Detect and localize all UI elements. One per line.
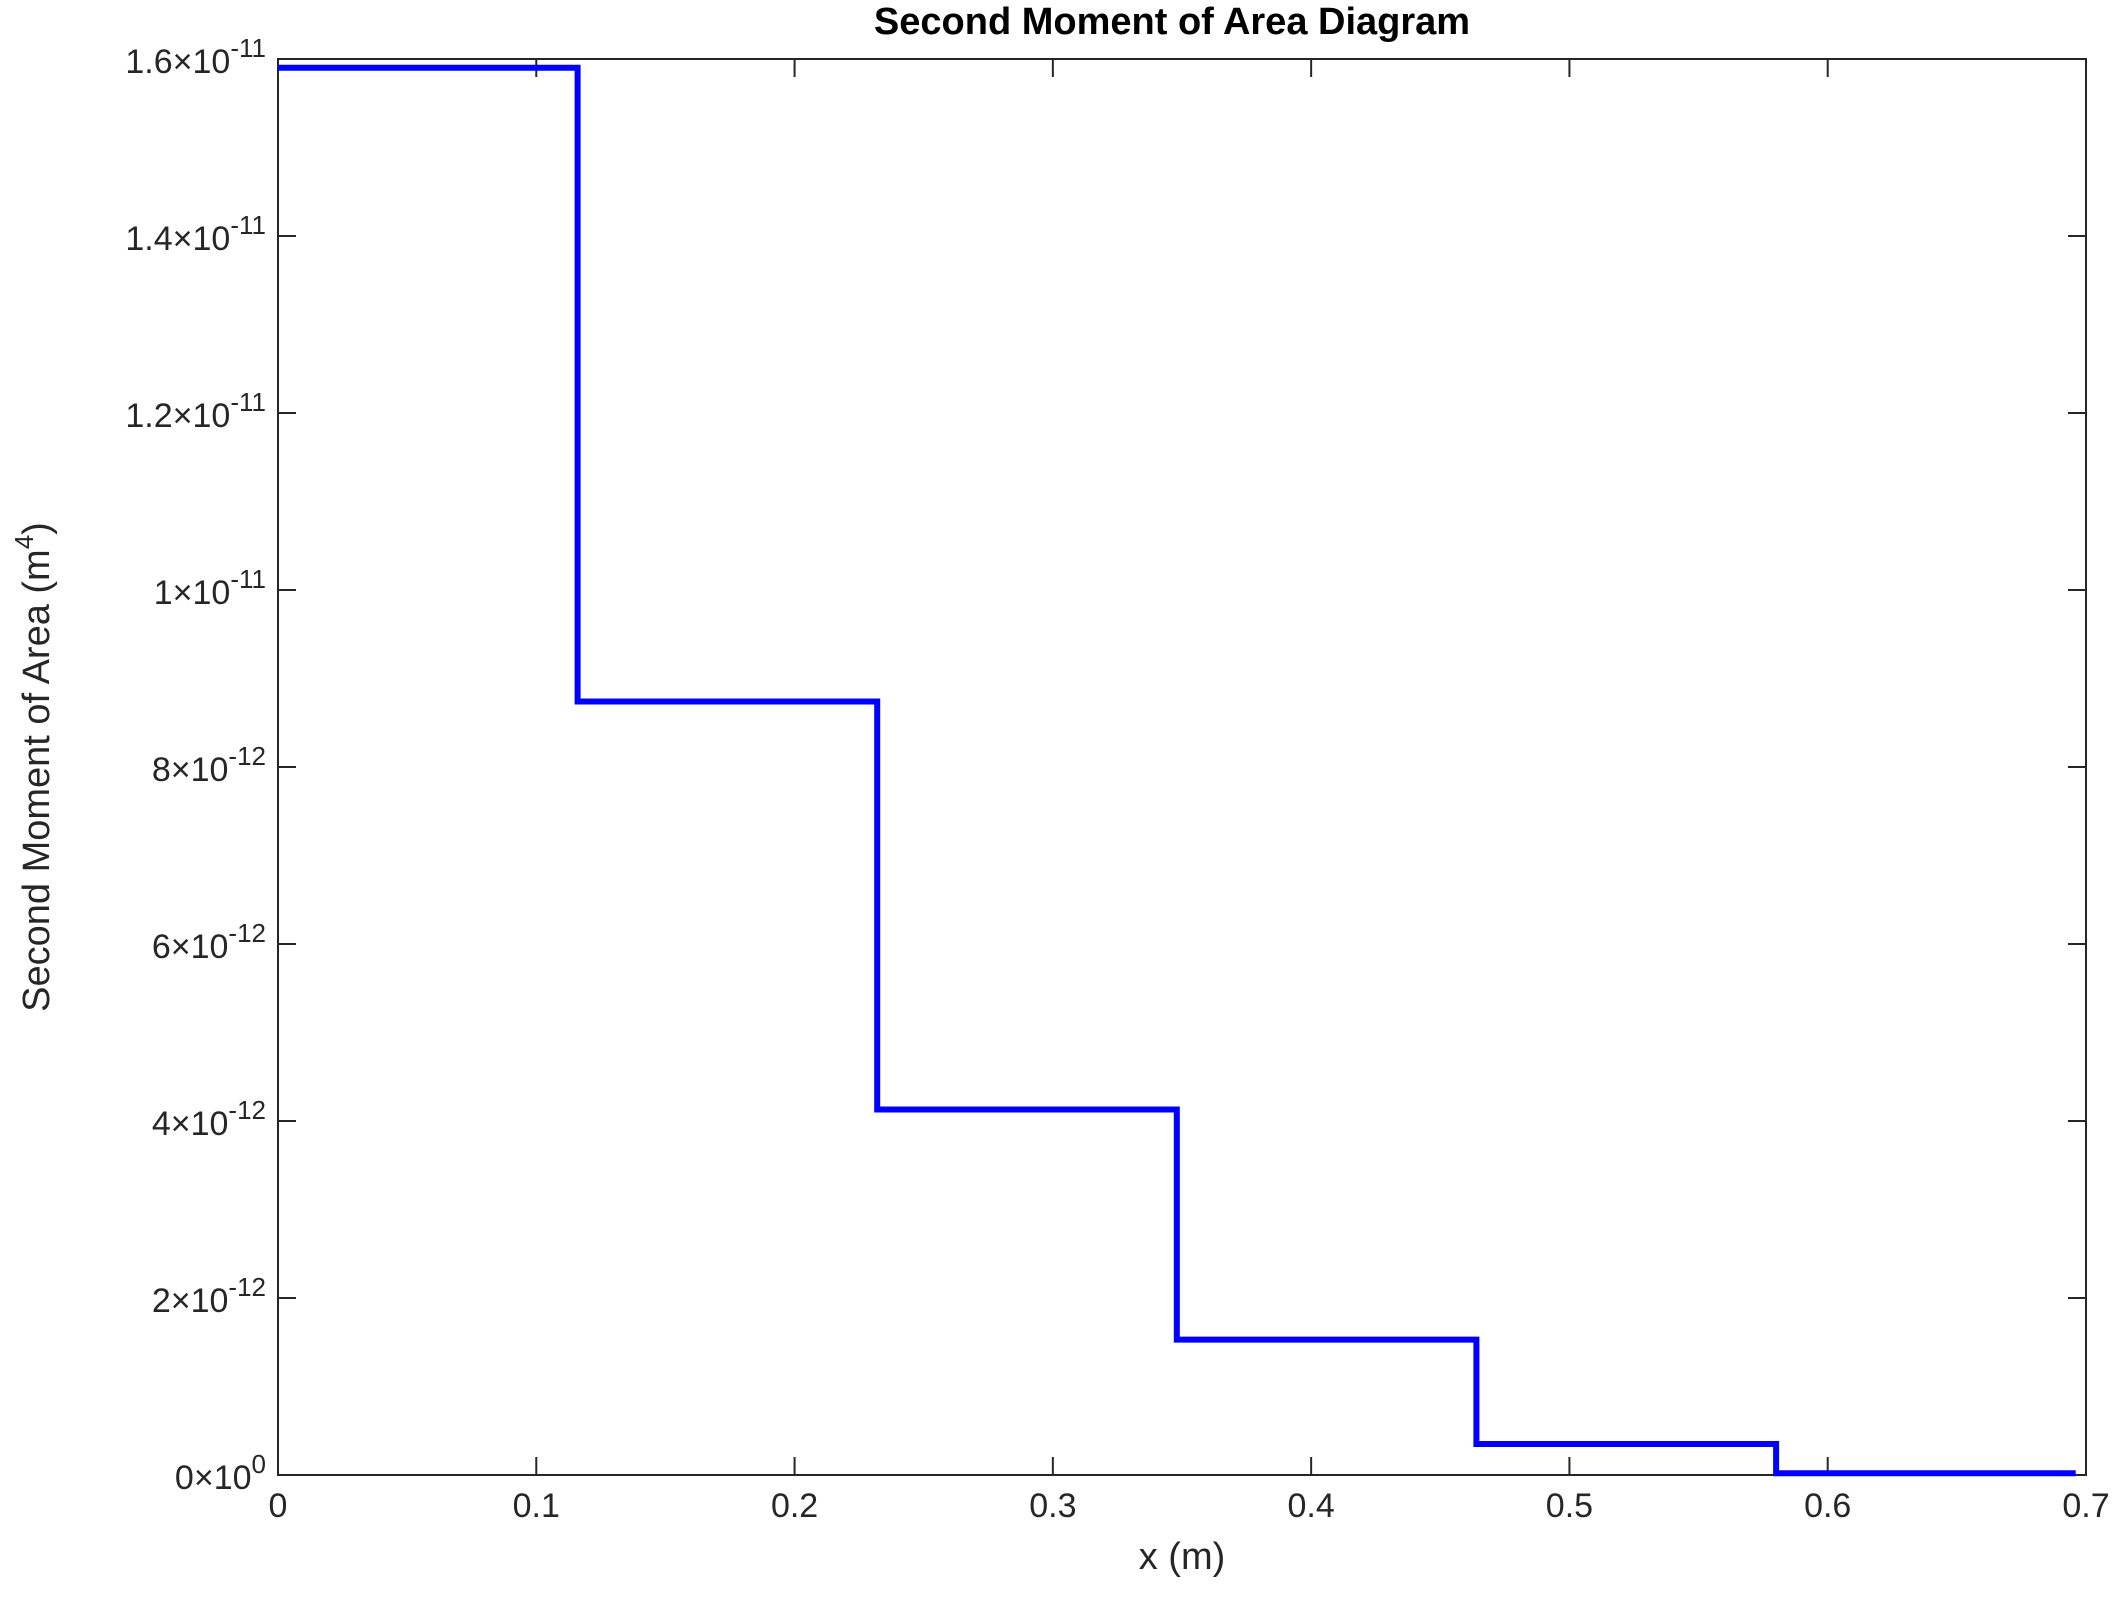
y-tick-label: 2×10-12 <box>152 1272 266 1320</box>
chart-title: Second Moment of Area Diagram <box>874 1 1470 43</box>
y-tick-exponent: -12 <box>228 918 266 948</box>
y-axis-title-close: ) <box>16 522 58 535</box>
y-tick-times-sign: ×10 <box>173 220 231 258</box>
y-tick-times-sign: ×10 <box>173 43 231 81</box>
y-tick-times-sign: ×10 <box>171 1105 229 1143</box>
y-tick-mantissa: 2 <box>152 1282 171 1320</box>
y-tick-label: 1.2×10-11 <box>125 387 266 435</box>
y-tick-times-sign: ×10 <box>194 1459 252 1497</box>
series-layer <box>278 64 2076 1477</box>
x-tick-label: 0.6 <box>1804 1487 1851 1525</box>
y-tick-times-sign: ×10 <box>171 928 229 966</box>
y-tick-exponent: -11 <box>230 387 266 417</box>
y-tick-exponent: -11 <box>230 33 266 63</box>
y-tick-times-sign: ×10 <box>173 397 231 435</box>
y-tick-mantissa: 1.4 <box>125 220 172 258</box>
x-tick-label: 0.5 <box>1546 1487 1593 1525</box>
y-tick-mantissa: 1.2 <box>125 397 172 435</box>
x-axis-title: x (m) <box>1139 1536 1226 1578</box>
y-tick-label: 6×10-12 <box>152 918 266 966</box>
y-tick-label: 4×10-12 <box>152 1095 266 1143</box>
y-tick-label: 1.6×10-11 <box>125 33 266 81</box>
y-tick-label: 1×10-11 <box>154 564 266 612</box>
x-tick-label: 0.4 <box>1288 1487 1335 1525</box>
y-tick-exponent: -11 <box>230 210 266 240</box>
y-tick-mantissa: 4 <box>152 1105 171 1143</box>
x-axis-tick-labels: 0 0.1 0.2 0.3 0.4 0.5 0.6 0.7 <box>269 1487 2110 1525</box>
axis-ticks <box>277 58 2087 1476</box>
y-tick-mantissa: 6 <box>152 928 171 966</box>
y-tick-mantissa: 8 <box>152 751 171 789</box>
y-tick-label: 1.4×10-11 <box>125 210 266 258</box>
y-tick-exponent: -12 <box>228 1272 266 1302</box>
series-line <box>278 64 2076 1477</box>
y-tick-exponent: -12 <box>228 741 266 771</box>
y-axis-title-text: Second Moment of Area (m <box>16 549 58 1012</box>
x-tick-label: 0 <box>269 1487 288 1525</box>
y-axis-title: Second Moment of Area (m4) <box>9 522 58 1012</box>
y-tick-exponent: 0 <box>252 1449 266 1479</box>
y-tick-label: 0×100 <box>175 1449 266 1497</box>
x-tick-label: 0.7 <box>2062 1487 2109 1525</box>
y-axis-title-superscript: 4 <box>9 535 39 549</box>
x-tick-label: 0.1 <box>513 1487 560 1525</box>
y-tick-exponent: -12 <box>228 1095 266 1125</box>
x-tick-label: 0.2 <box>771 1487 818 1525</box>
y-tick-mantissa: 1 <box>154 574 173 612</box>
y-tick-times-sign: ×10 <box>171 1282 229 1320</box>
y-tick-label: 8×10-12 <box>152 741 266 789</box>
plot-area-frame <box>277 58 2087 1476</box>
x-tick-label: 0.3 <box>1029 1487 1076 1525</box>
y-axis-tick-labels: 0×1002×10-124×10-126×10-128×10-121×10-11… <box>125 33 266 1497</box>
y-tick-mantissa: 0 <box>175 1459 194 1497</box>
y-tick-times-sign: ×10 <box>171 751 229 789</box>
y-tick-exponent: -11 <box>230 564 266 594</box>
y-tick-times-sign: ×10 <box>173 574 231 612</box>
y-tick-mantissa: 1.6 <box>125 43 172 81</box>
